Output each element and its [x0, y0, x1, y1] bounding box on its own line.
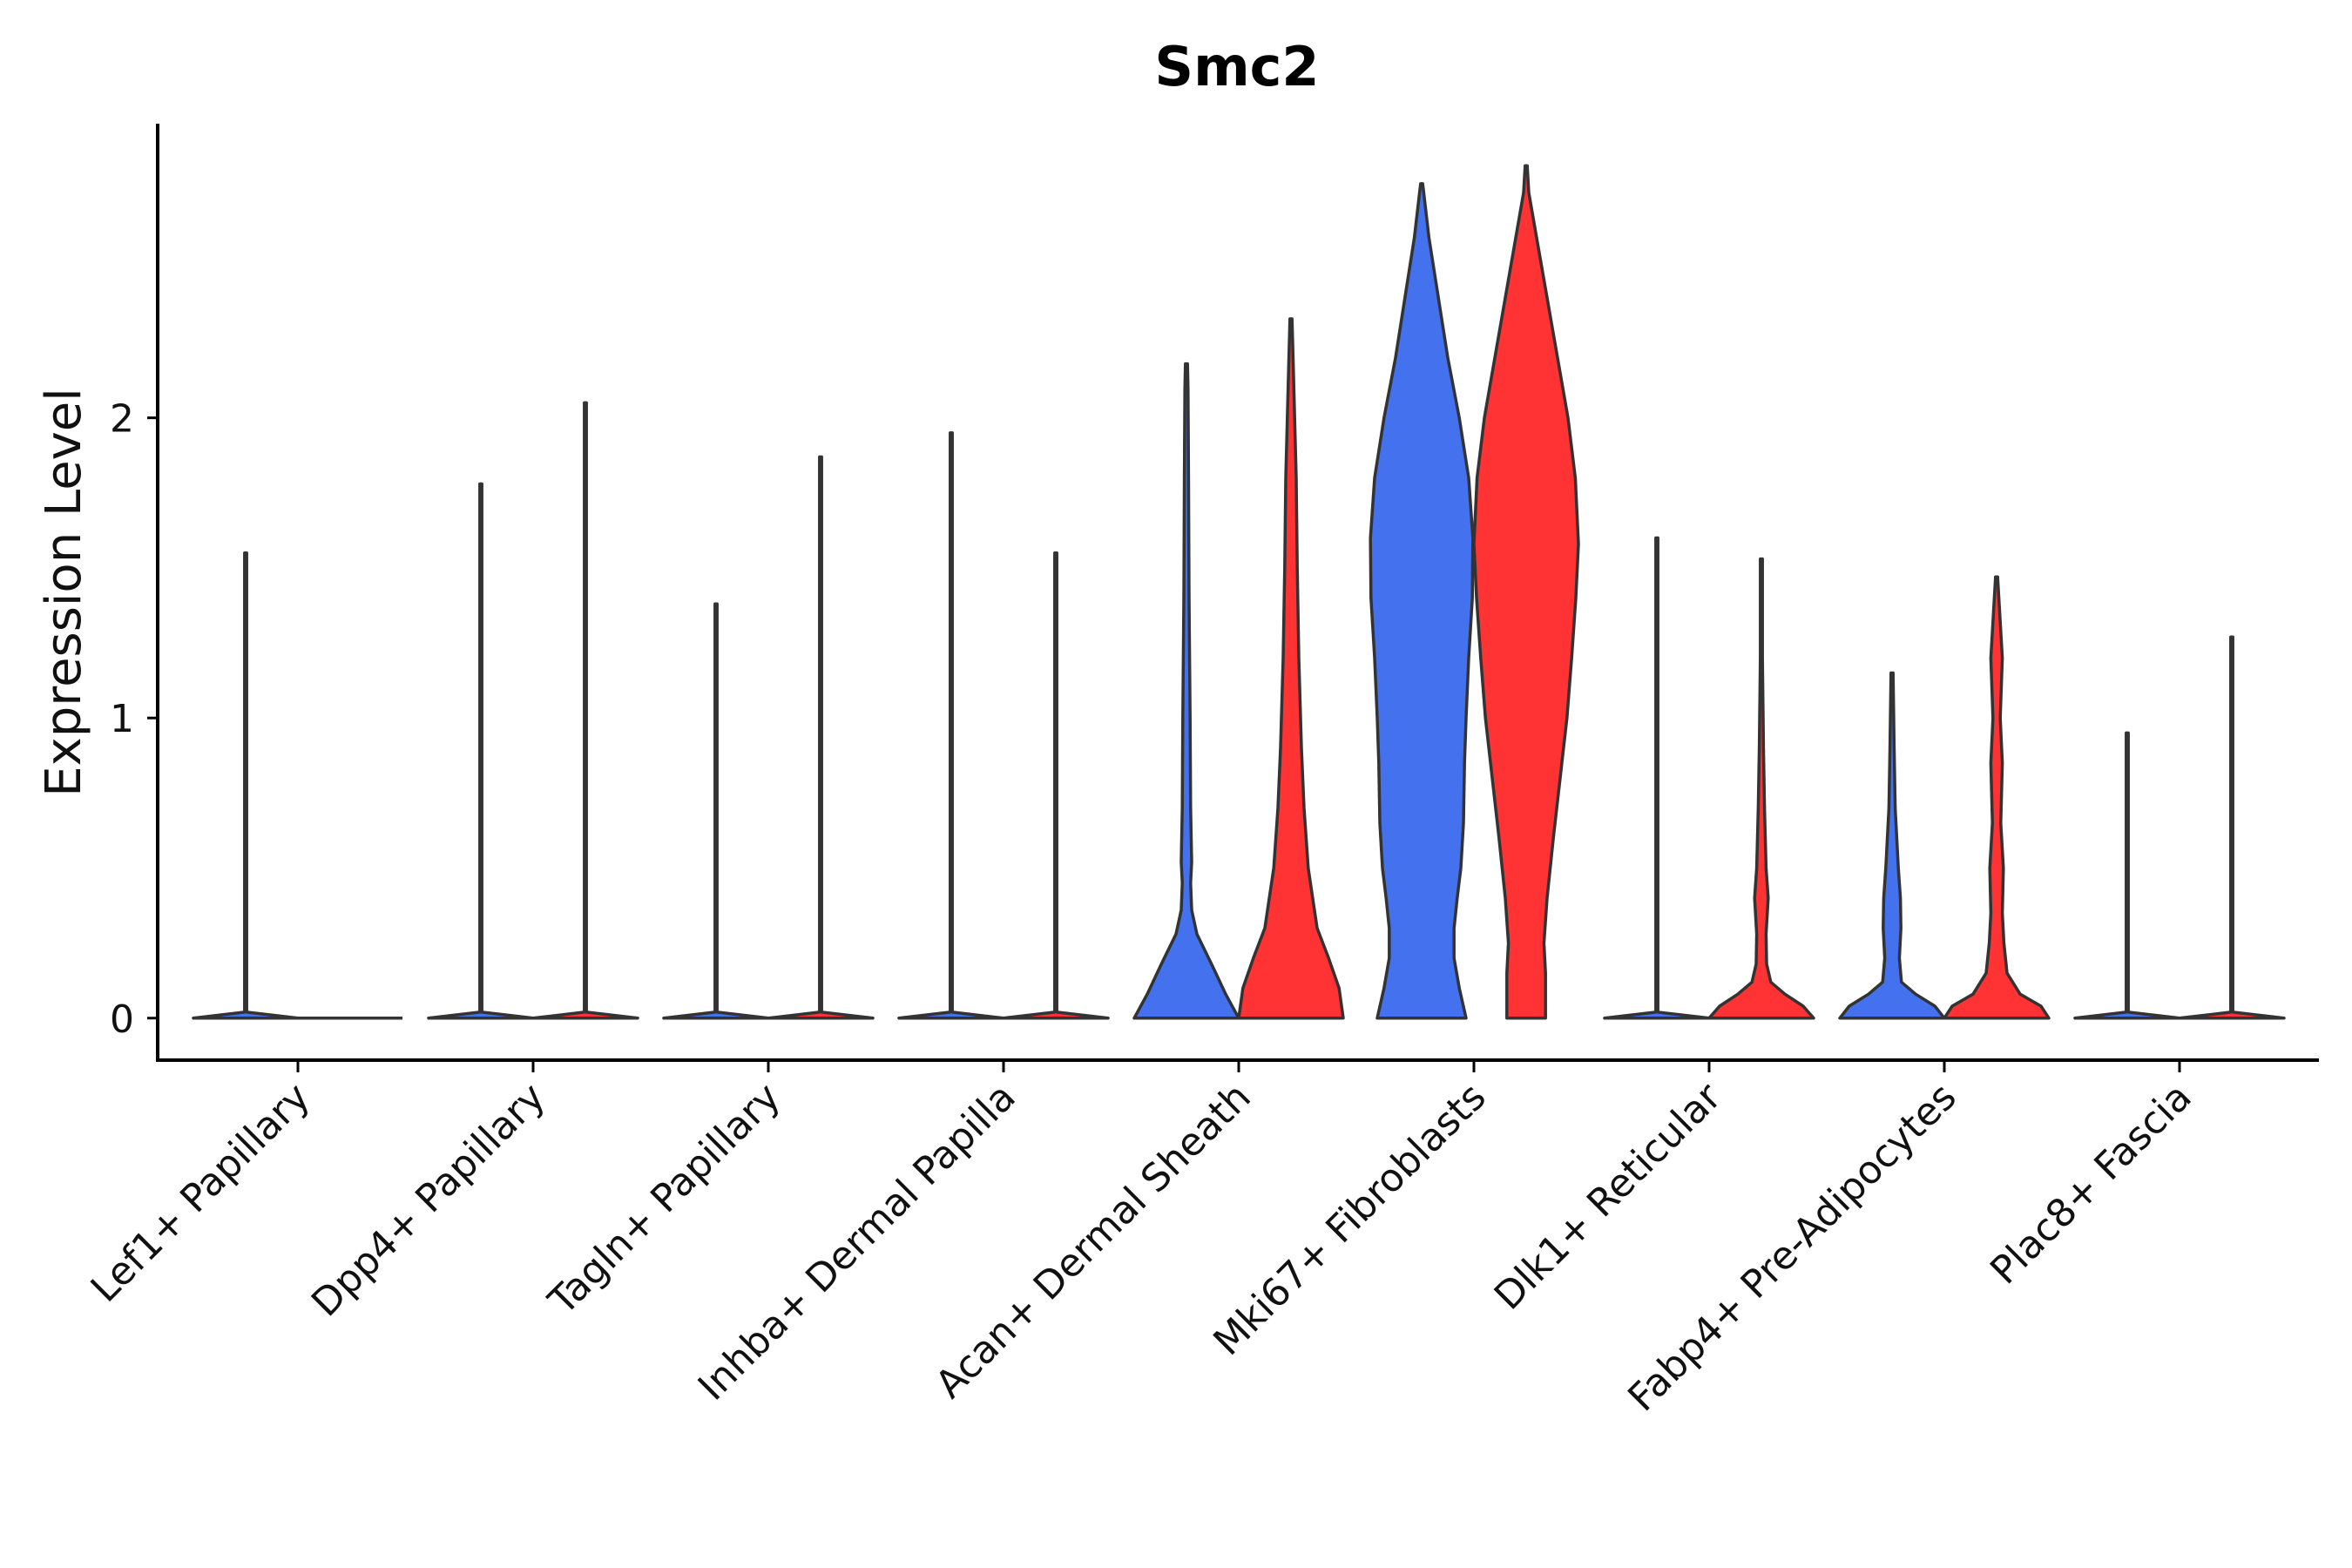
x-tick-label: Tagln+ Papillary — [540, 1075, 789, 1324]
y-tick-label: 2 — [110, 397, 134, 442]
y-ticks: 0 1 2 — [110, 397, 158, 1042]
violin — [1132, 362, 1240, 1020]
violin — [2178, 635, 2286, 1020]
y-tick-label: 1 — [110, 697, 134, 741]
violin — [662, 602, 770, 1020]
chart-title: Smc2 — [1154, 35, 1319, 98]
violin — [1838, 671, 1946, 1020]
x-tick-label: Dlk1+ Reticular — [1486, 1074, 1731, 1319]
violin — [1707, 557, 1815, 1020]
x-tick-label: Dpp4+ Papillary — [303, 1075, 554, 1326]
violin — [531, 401, 639, 1020]
violin — [1603, 536, 1711, 1020]
x-tick-label: Lef1+ Papillary — [83, 1075, 319, 1311]
y-tick-label: 0 — [110, 997, 134, 1042]
violins-layer — [192, 164, 2286, 1020]
violin — [1472, 164, 1580, 1020]
violin — [767, 455, 875, 1020]
violin — [1369, 182, 1475, 1020]
violin — [1943, 575, 2051, 1020]
violin — [2073, 731, 2181, 1020]
violin — [1237, 317, 1345, 1020]
violin — [1002, 551, 1110, 1020]
y-axis-label: Expression Level — [36, 388, 92, 797]
violin — [427, 482, 535, 1020]
x-tick-label: Mki67+ Fibroblasts — [1205, 1075, 1494, 1364]
violin — [192, 551, 300, 1020]
violin — [897, 431, 1005, 1020]
x-tick-label: Plac8+ Fascia — [1982, 1075, 2200, 1294]
